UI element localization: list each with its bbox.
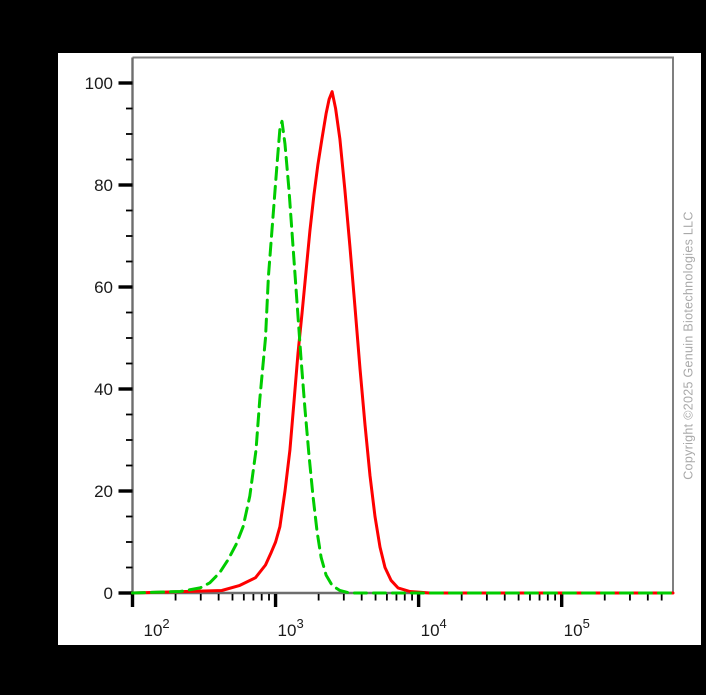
y-tick-label: 0 [104, 584, 113, 603]
curve-stained-sample-solid-red [131, 90, 675, 595]
axis-lines [131, 57, 673, 595]
y-tick-label: 60 [94, 278, 113, 297]
y-tick-label: 100 [85, 74, 113, 93]
x-tick-label: 103 [278, 616, 304, 640]
x-tick-label: 105 [564, 616, 590, 640]
copyright-watermark: Copyright ©2025 Genuin Biotechnologies L… [681, 211, 696, 480]
x-tick-label: 102 [144, 616, 170, 640]
plot-frame-border [132, 56, 674, 593]
y-tick-label: 40 [94, 380, 113, 399]
y-tick-label: 80 [94, 176, 113, 195]
curve-control-dashed-green [131, 119, 675, 595]
y-tick-label: 20 [94, 482, 113, 501]
x-tick-label: 104 [421, 616, 447, 640]
